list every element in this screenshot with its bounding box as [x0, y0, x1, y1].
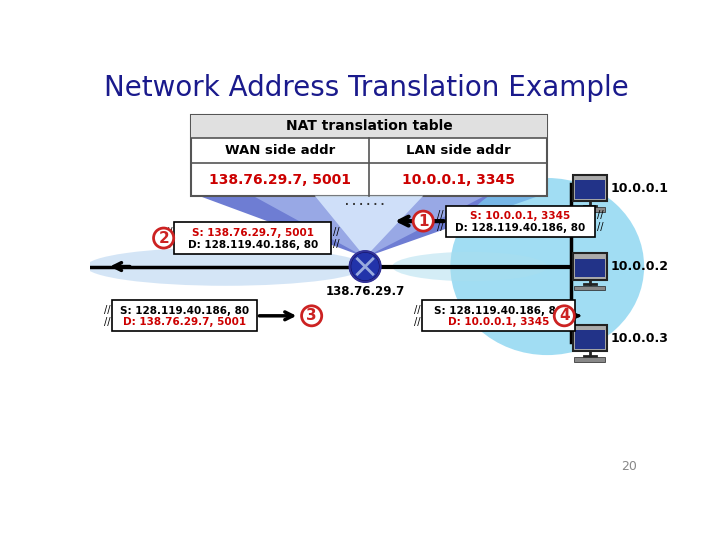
FancyBboxPatch shape	[423, 300, 575, 331]
Text: . . . . . .: . . . . . .	[346, 197, 384, 207]
Text: 3: 3	[306, 308, 317, 323]
Text: //: //	[104, 305, 110, 315]
FancyBboxPatch shape	[575, 259, 605, 278]
FancyBboxPatch shape	[446, 206, 595, 237]
Circle shape	[153, 228, 174, 248]
Circle shape	[352, 253, 378, 280]
FancyBboxPatch shape	[573, 325, 607, 351]
Text: 10.0.0.1: 10.0.0.1	[611, 181, 669, 194]
Text: //: //	[166, 239, 172, 249]
Circle shape	[413, 211, 433, 231]
Text: NAT translation table: NAT translation table	[286, 119, 452, 133]
Text: S: 10.0.0.1, 3345: S: 10.0.0.1, 3345	[470, 211, 570, 221]
FancyBboxPatch shape	[573, 175, 607, 201]
Text: //: //	[333, 227, 340, 237]
Text: 10.0.0.2: 10.0.0.2	[611, 260, 669, 273]
Polygon shape	[253, 195, 485, 257]
Circle shape	[554, 306, 575, 326]
Text: //: //	[597, 210, 603, 220]
Text: WAN side addr: WAN side addr	[225, 144, 335, 157]
FancyBboxPatch shape	[575, 180, 605, 199]
Text: 10.0.0.1, 3345: 10.0.0.1, 3345	[402, 173, 515, 187]
Text: D: 128.119.40.186, 80: D: 128.119.40.186, 80	[188, 240, 318, 250]
Text: S: 128.119.40.186, 80: S: 128.119.40.186, 80	[434, 306, 563, 316]
FancyBboxPatch shape	[174, 222, 331, 254]
Text: //: //	[597, 222, 603, 232]
Ellipse shape	[392, 252, 547, 281]
Text: 20: 20	[621, 460, 636, 473]
FancyBboxPatch shape	[112, 300, 258, 331]
FancyBboxPatch shape	[575, 207, 606, 212]
FancyBboxPatch shape	[191, 115, 547, 195]
Ellipse shape	[451, 178, 644, 355]
FancyBboxPatch shape	[575, 357, 606, 362]
Text: 138.76.29.7: 138.76.29.7	[325, 285, 405, 298]
Text: //: //	[104, 317, 110, 327]
Circle shape	[350, 251, 381, 282]
Text: D: 10.0.0.1, 3345: D: 10.0.0.1, 3345	[448, 318, 549, 327]
Text: //: //	[437, 210, 444, 220]
FancyBboxPatch shape	[573, 253, 607, 280]
Text: //: //	[414, 305, 420, 315]
Text: D: 138.76.29.7, 5001: D: 138.76.29.7, 5001	[123, 318, 246, 327]
Text: 10.0.0.3: 10.0.0.3	[611, 332, 669, 345]
FancyBboxPatch shape	[575, 286, 606, 291]
Text: 1: 1	[418, 214, 428, 228]
Text: //: //	[166, 227, 172, 237]
Text: //: //	[414, 317, 420, 327]
Text: //: //	[333, 239, 340, 249]
FancyBboxPatch shape	[575, 330, 605, 349]
Polygon shape	[199, 195, 539, 257]
Circle shape	[302, 306, 322, 326]
Text: 2: 2	[158, 231, 169, 246]
FancyBboxPatch shape	[191, 115, 547, 138]
Text: D: 128.119.40.186, 80: D: 128.119.40.186, 80	[455, 222, 585, 233]
Text: S: 128.119.40.186, 80: S: 128.119.40.186, 80	[120, 306, 250, 316]
Text: 4: 4	[559, 308, 570, 323]
Text: 138.76.29.7, 5001: 138.76.29.7, 5001	[209, 173, 351, 187]
Text: Network Address Translation Example: Network Address Translation Example	[104, 74, 629, 102]
Text: LAN side addr: LAN side addr	[406, 144, 510, 157]
Text: //: //	[437, 222, 444, 232]
Polygon shape	[315, 195, 423, 257]
Ellipse shape	[86, 247, 365, 286]
Text: S: 138.76.29.7, 5001: S: 138.76.29.7, 5001	[192, 228, 314, 238]
